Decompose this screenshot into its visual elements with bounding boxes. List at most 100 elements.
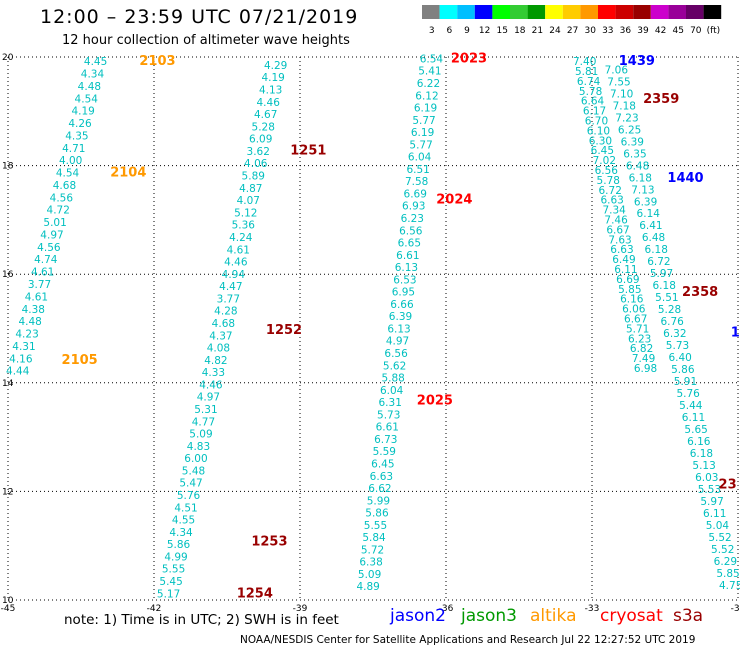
swh-value: 6.11 [682, 412, 705, 424]
swh-value: 4.61 [25, 291, 48, 303]
swh-value: 4.13 [259, 85, 282, 97]
swh-value: 6.10 [587, 125, 610, 137]
swh-value: 4.08 [207, 343, 230, 355]
swh-value: 5.78 [597, 175, 620, 187]
swh-value: 6.35 [623, 148, 646, 160]
swh-value: 6.82 [630, 343, 653, 355]
swh-value: 6.45 [591, 145, 614, 157]
swh-value: 6.29 [714, 556, 737, 568]
pass-time-label: 2358 [682, 285, 718, 300]
swh-value: 6.03 [695, 472, 718, 484]
swh-value: 6.04 [408, 152, 432, 164]
lon-tick-label: -39 [293, 604, 308, 614]
swh-value: 5.86 [365, 508, 389, 520]
swh-value: 6.65 [398, 238, 421, 250]
pass-time-label: 1254 [237, 586, 273, 601]
swh-value: 4.97 [386, 336, 409, 348]
swh-value: 6.45 [371, 458, 394, 470]
swh-value: 5.78 [579, 86, 602, 98]
swh-value: 4.35 [65, 130, 88, 142]
pass-time-label: 1253 [251, 535, 287, 550]
swh-value: 5.55 [162, 564, 185, 576]
swh-value: 6.74 [577, 76, 601, 88]
swh-value: 5.13 [692, 460, 715, 472]
pass-time-label: 1251 [290, 144, 326, 159]
swh-value: 5.97 [700, 496, 723, 508]
swh-value: 4.07 [237, 195, 260, 207]
swh-value: 5.28 [252, 121, 275, 133]
swh-value: 5.91 [674, 376, 697, 388]
swh-value: 6.17 [583, 106, 606, 118]
swh-value: 4.48 [78, 81, 101, 93]
swh-value: 6.16 [620, 294, 644, 306]
pass-time-label: 23 [719, 478, 737, 493]
swh-value: 4.29 [264, 60, 287, 72]
swh-value: 5.36 [232, 220, 256, 232]
swh-value: 5.73 [377, 409, 400, 421]
legend-jason3: jason3 [461, 606, 517, 626]
swh-value: 7.55 [607, 76, 630, 88]
swh-value: 5.76 [177, 490, 201, 502]
colorbar-swatch [686, 5, 704, 19]
swh-value: 6.18 [645, 244, 668, 256]
color-scale-legend: 3 6 9 12 15 18 21 24 27 30 33 36 39 42 45 70 (ft) [422, 5, 722, 36]
lon-tick-label: -42 [147, 604, 162, 614]
swh-value: 4.89 [356, 581, 379, 593]
units-note: note: 1) Time is in UTC; 2) SWH is in fe… [64, 612, 339, 628]
pass-time-label: 1439 [619, 54, 655, 69]
lon-tick-label: -30 [731, 604, 740, 614]
swh-value: 4.55 [172, 515, 195, 527]
legend-altika: altika [530, 606, 577, 626]
swh-value: 5.77 [412, 115, 435, 127]
lat-tick-label: 10 [2, 596, 14, 606]
swh-value: 4.46 [224, 257, 248, 269]
swh-value: 6.70 [585, 116, 608, 128]
swh-value: 6.54 [420, 53, 444, 65]
swh-value: 6.98 [634, 363, 657, 375]
swh-value: 6.31 [379, 397, 402, 409]
swh-value: 4.00 [59, 155, 82, 167]
pass-time-label: 2103 [139, 54, 175, 69]
colorbar-swatch [598, 5, 616, 19]
swh-value: 6.39 [621, 136, 644, 148]
colorbar-label: 42 [655, 26, 666, 36]
page-subtitle: 12 hour collection of altimeter wave hei… [62, 33, 350, 48]
colorbar-label: 70 [690, 26, 702, 36]
swh-value: 5.31 [194, 404, 217, 416]
lat-tick-label: 18 [2, 162, 14, 172]
swh-value: 5.59 [373, 446, 396, 458]
swh-value: 6.73 [374, 434, 397, 446]
swh-value: 5.99 [367, 495, 390, 507]
swh-value: 4.38 [22, 304, 45, 316]
colorbar-swatch [527, 5, 546, 19]
colorbar-label: 36 [620, 26, 632, 36]
colorbar-swatch [703, 5, 722, 19]
swh-value: 5.71 [626, 323, 649, 335]
swh-value: 6.95 [392, 287, 415, 299]
swh-value: 5.09 [358, 569, 381, 581]
swh-value: 4.87 [239, 183, 262, 195]
colorbar-label: 9 [464, 26, 470, 36]
lat-tick-label: 12 [2, 487, 13, 497]
colorbar-swatch [615, 5, 634, 19]
swh-value: 6.67 [624, 313, 647, 325]
legend-s3a: s3a [673, 606, 704, 626]
colorbar-swatch [422, 5, 440, 19]
pass-time-label: 2359 [643, 92, 679, 107]
credit-line: NOAA/NESDIS Center for Satellite Applica… [240, 634, 696, 646]
swh-value: 6.11 [703, 508, 726, 520]
swh-value: 5.84 [362, 532, 386, 544]
swh-value: 4.34 [169, 527, 193, 539]
swh-value: 6.12 [415, 90, 438, 102]
colorbar-label: 21 [532, 26, 543, 36]
colorbar-label: 12 [479, 26, 490, 36]
swh-value: 6.04 [380, 385, 404, 397]
swh-value: 4.47 [219, 281, 242, 293]
swh-value: 4.06 [244, 158, 268, 170]
swh-value: 5.51 [655, 292, 678, 304]
pass-time-label: 2105 [62, 353, 98, 368]
swh-value: 4.67 [254, 109, 277, 121]
swh-value: 5.04 [706, 520, 730, 532]
swh-value: 6.25 [618, 124, 641, 136]
swh-value: 3.77 [28, 279, 51, 291]
